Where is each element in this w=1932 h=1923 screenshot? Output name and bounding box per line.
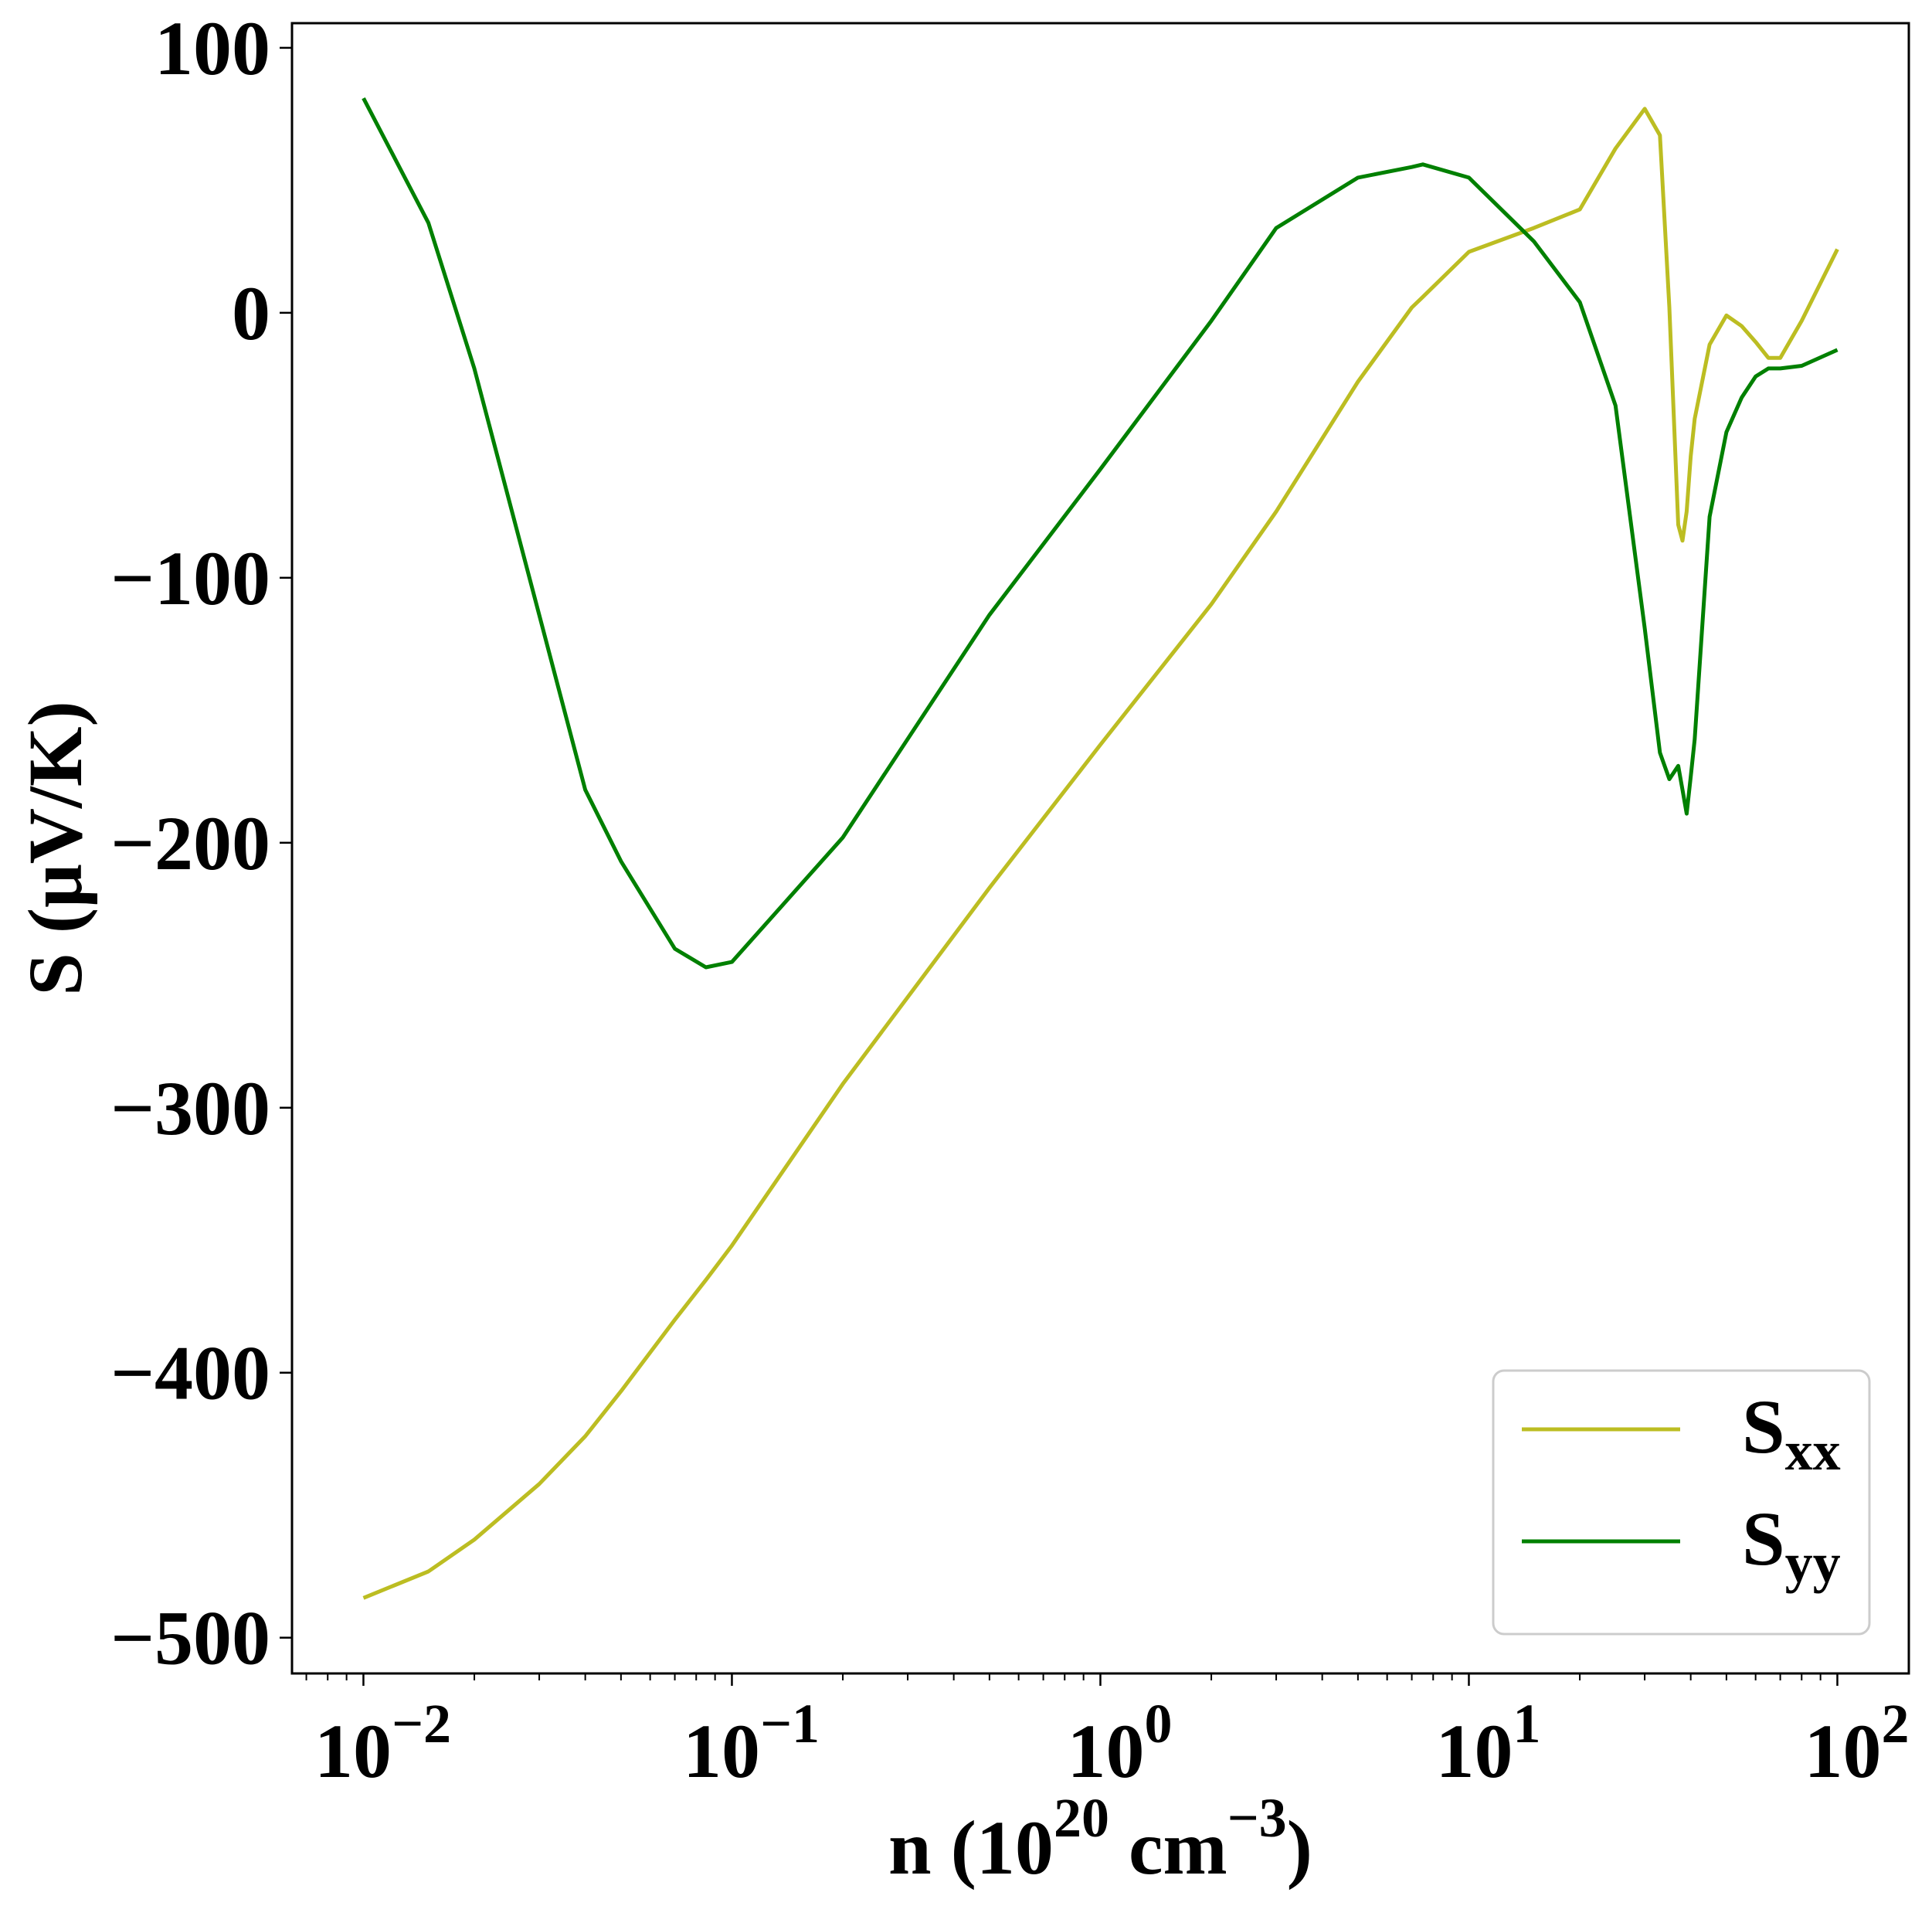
x-axis-label-part: −3 bbox=[1227, 1787, 1287, 1849]
x-tick-label: 100 bbox=[1067, 1693, 1172, 1794]
x-tick-label: 10−2 bbox=[314, 1693, 451, 1794]
y-tick-label: −200 bbox=[110, 800, 270, 886]
plot-frame bbox=[290, 22, 1910, 1675]
data-line bbox=[362, 97, 1839, 970]
x-axis-label: n (1020 cm−3) bbox=[888, 1787, 1312, 1891]
y-tick-label: 100 bbox=[154, 5, 270, 91]
y-tick-label: −400 bbox=[110, 1330, 270, 1416]
y-tick-label: −100 bbox=[110, 535, 270, 621]
y-axis-label: S (μV/K) bbox=[12, 701, 98, 996]
legend-label: Sxx bbox=[1742, 1384, 1841, 1482]
x-axis-label-part: cm bbox=[1109, 1805, 1227, 1891]
x-tick-label: 10−1 bbox=[683, 1693, 820, 1794]
legend: Sxx Syy bbox=[1492, 1369, 1871, 1636]
data-line bbox=[362, 107, 1839, 1600]
legend-label: Syy bbox=[1742, 1496, 1841, 1594]
x-axis-label-part: ) bbox=[1287, 1805, 1312, 1891]
x-axis-label-part: n (10 bbox=[888, 1805, 1054, 1891]
x-axis-label-part: 20 bbox=[1054, 1787, 1109, 1849]
y-tick-label: −300 bbox=[110, 1065, 270, 1151]
legend-box bbox=[1492, 1369, 1871, 1636]
x-tick-label: 102 bbox=[1804, 1693, 1909, 1794]
y-tick-label: −500 bbox=[110, 1595, 270, 1681]
x-tick-label: 101 bbox=[1435, 1693, 1540, 1794]
y-tick-label: 0 bbox=[232, 270, 270, 356]
